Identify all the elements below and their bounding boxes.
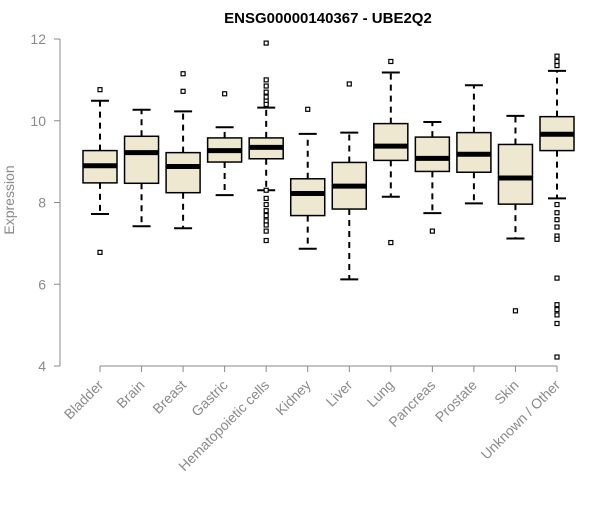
outlier-point (388, 58, 394, 65)
outlier-point (263, 228, 269, 234)
chart-title: ENSG00000140367 - UBE2Q2 (224, 10, 432, 27)
outlier-point (554, 210, 560, 216)
box-liver (331, 81, 368, 281)
outlier-point (554, 58, 560, 65)
y-tick-label: 6 (38, 276, 46, 292)
y-axis: 4 6 8 10 12 (30, 31, 61, 374)
outlier-point (554, 302, 560, 308)
outlier-point (429, 228, 435, 234)
y-tick-label: 8 (38, 195, 46, 211)
outlier-point (263, 40, 269, 46)
outlier-point (263, 222, 269, 228)
outlier-point (263, 218, 269, 224)
box-pancreas (414, 120, 451, 234)
x-tick-label: Prostate (432, 377, 480, 425)
outlier-point (263, 212, 269, 219)
box-unknown-other (539, 53, 575, 360)
x-tick-label: Brain (113, 377, 147, 411)
outlier-point (263, 187, 269, 193)
outlier-point (388, 239, 394, 246)
x-tick-label: Liver (323, 377, 356, 410)
outlier-point (305, 106, 311, 112)
x-tick-label: Lung (364, 377, 397, 410)
box-bladder (82, 87, 118, 255)
outlier-point (554, 354, 560, 360)
outlier-point (263, 89, 269, 95)
box-lung (373, 58, 409, 246)
iqr-box (497, 143, 534, 205)
outlier-point (346, 81, 352, 87)
outlier-point (263, 101, 269, 108)
outlier-point (97, 87, 103, 93)
box-breast (165, 71, 201, 230)
outlier-point (180, 71, 186, 77)
iqr-box (373, 122, 409, 162)
y-tick-label: 4 (38, 358, 46, 374)
x-tick-label: Unknown / Other (478, 377, 564, 463)
iqr-box (289, 178, 326, 217)
outlier-point (263, 208, 269, 214)
y-tick-label: 10 (30, 113, 46, 129)
outlier-point (554, 236, 560, 242)
box-skin (497, 114, 534, 314)
outlier-point (97, 249, 103, 255)
outlier-point (222, 91, 228, 97)
box-gastric (206, 91, 243, 197)
outlier-point (554, 275, 560, 281)
outlier-point (263, 77, 269, 83)
x-tick-label: Bladder (61, 377, 107, 423)
x-tick-label: Breast (149, 377, 189, 417)
outlier-point (263, 201, 269, 208)
y-axis-label: Expression (1, 165, 17, 234)
box-prostate (456, 84, 492, 205)
outlier-point (554, 62, 560, 69)
outlier-point (263, 83, 269, 89)
outlier-point (554, 217, 560, 223)
outlier-point (554, 201, 560, 208)
box-kidney (289, 106, 326, 250)
outlier-point (263, 94, 269, 100)
outlier-point (512, 308, 519, 314)
boxes-group (82, 40, 575, 360)
iqr-box (414, 136, 451, 173)
box-hematopoietic-cells (248, 40, 284, 244)
outlier-point (263, 237, 269, 244)
outlier-point (554, 320, 560, 327)
x-tick-label: Kidney (272, 377, 314, 419)
x-tick-label: Skin (491, 377, 522, 408)
outlier-point (263, 195, 269, 202)
outlier-point (554, 306, 560, 313)
iqr-box (165, 151, 201, 194)
box-brain (123, 108, 160, 228)
outlier-point (554, 53, 560, 59)
iqr-box (123, 135, 160, 185)
y-tick-label: 12 (30, 31, 46, 47)
outlier-point (180, 88, 186, 94)
outlier-point (554, 224, 560, 230)
outlier-point (554, 312, 560, 318)
